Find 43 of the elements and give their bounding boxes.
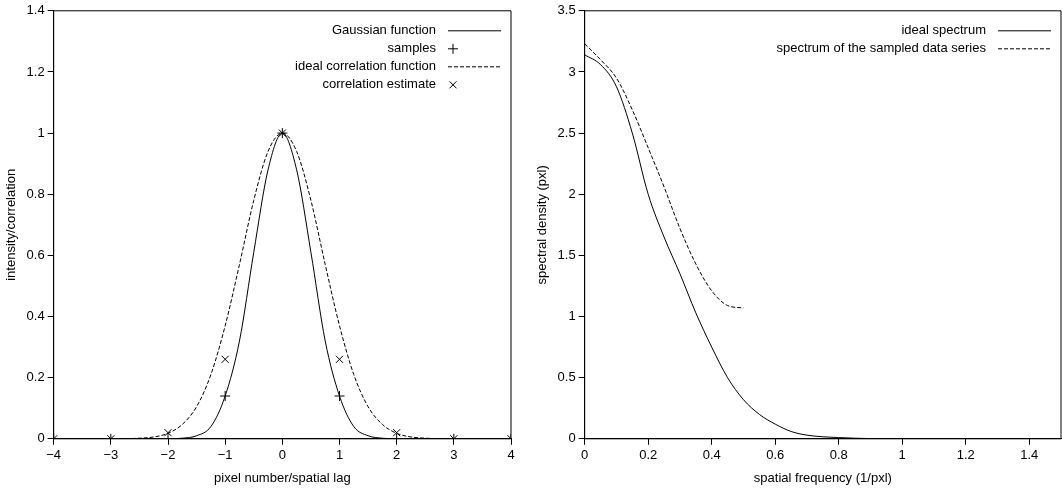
y-tick-label: 0 — [568, 430, 576, 446]
x-tick-label: 0.4 — [702, 447, 721, 463]
x-tick-label: 0.2 — [639, 447, 658, 463]
x-tick-label: 0.6 — [766, 447, 785, 463]
y-tick-label: 2 — [568, 185, 576, 201]
x-tick-label: 2 — [393, 447, 401, 463]
y-tick-label: 1 — [568, 308, 576, 324]
x-tick-label: −4 — [46, 447, 62, 463]
x-tick-label: 0 — [278, 447, 286, 463]
y-tick-label: 0.4 — [26, 308, 45, 324]
legend-label: spectrum of the sampled data series — [776, 40, 987, 56]
legend-label: ideal correlation function — [295, 58, 436, 74]
x-axis-title: spatial frequency (1/pxl) — [753, 469, 892, 485]
x-axis-title: pixel number/spatial lag — [214, 469, 351, 485]
y-tick-label: 3 — [568, 63, 576, 79]
y-axis-title: spectral density (pxl) — [534, 165, 550, 285]
y-tick-label: 0.6 — [26, 246, 45, 262]
y-tick-label: 0 — [37, 430, 45, 446]
x-tick-label: −1 — [217, 447, 233, 463]
x-tick-label: 4 — [507, 447, 515, 463]
legend-label: correlation estimate — [322, 76, 436, 92]
y-tick-label: 1 — [37, 124, 45, 140]
x-tick-label: 1.2 — [956, 447, 975, 463]
y-tick-label: 2.5 — [557, 124, 576, 140]
x-tick-label: 1 — [898, 447, 906, 463]
x-tick-label: 0 — [581, 447, 589, 463]
x-tick-label: 1 — [335, 447, 344, 463]
y-tick-label: 1.4 — [26, 2, 45, 18]
y-tick-label: 0.2 — [26, 369, 45, 385]
y-tick-label: 1.5 — [557, 246, 576, 262]
legend-label: ideal spectrum — [901, 22, 986, 38]
x-tick-label: −2 — [160, 447, 176, 463]
y-tick-label: 1.2 — [26, 63, 45, 79]
y-tick-label: 0.8 — [26, 185, 45, 201]
y-tick-label: 0.5 — [557, 369, 576, 385]
x-tick-label: 1.4 — [1020, 447, 1039, 463]
x-tick-label: −3 — [103, 447, 119, 463]
legend-label: samples — [387, 40, 437, 56]
y-axis-title: intensity/correlation — [3, 168, 19, 281]
x-tick-label: 0.8 — [829, 447, 848, 463]
legend-label: Gaussian function — [331, 22, 436, 38]
y-tick-label: 3.5 — [557, 2, 576, 18]
x-tick-label: 3 — [450, 447, 458, 463]
